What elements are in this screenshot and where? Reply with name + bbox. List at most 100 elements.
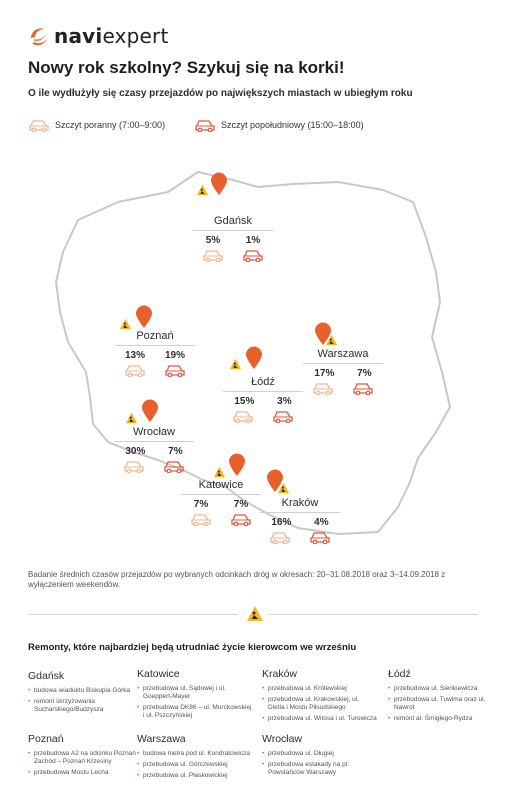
car-light-icon <box>203 250 223 262</box>
page-subtitle: O ile wydłużyły się czasy przejazdów po … <box>28 88 413 99</box>
roadworks-item: przebudowa ul. Płaskowickiej <box>137 772 252 780</box>
morning-value: 13% <box>124 350 145 361</box>
afternoon-value: 1% <box>245 235 261 246</box>
afternoon-value: 3% <box>277 396 292 407</box>
city-6: Kraków 16% 4% <box>260 497 340 544</box>
car-light-icon <box>270 532 290 544</box>
roadworks-city: Kraków <box>262 668 298 680</box>
legend-afternoon: Szczyt popołudniowy (15:00–18:00) <box>194 118 364 132</box>
legend-afternoon-label: Szczyt popołudniowy (15:00–18:00) <box>221 120 364 130</box>
roadworks-group: Katowice przebudowa ul. Sądowej i ul. Goe… <box>137 668 252 723</box>
afternoon-value: 7% <box>357 368 372 379</box>
roadworks-city: Łódź <box>388 668 411 680</box>
morning-value: 15% <box>234 396 255 407</box>
city-2: Warszawa 17% 7% <box>303 348 383 395</box>
city-divider <box>193 230 273 231</box>
warning-roadworks-icon <box>325 333 338 351</box>
city-0: Gdańsk 5% 1% <box>193 215 273 262</box>
roadworks-city: Warszawa <box>137 733 186 745</box>
city-3: Łódź 15% 3% <box>223 376 303 423</box>
city-divider <box>260 512 340 513</box>
car-light-icon <box>125 365 145 377</box>
warning-roadworks-icon <box>196 183 209 201</box>
city-5: Katowice 7% 7% <box>181 479 261 526</box>
roadworks-item: budowa metra pod ul. Kondratowicza <box>137 750 252 758</box>
location-pin-icon <box>210 172 228 201</box>
roadworks-group: Kraków przebudowa ul. Królewskiej przebudo… <box>262 668 377 726</box>
car-dark-icon <box>273 411 293 423</box>
roadworks-group: Poznań przebudowa A2 na odcinku Poznań Za… <box>28 733 143 780</box>
legend-morning-label: Szczyt poranny (7:00–9:00) <box>55 120 166 130</box>
city-name: Wrocław <box>133 426 175 438</box>
roadworks-item: budowa wiaduktu Biskupia Górka <box>28 687 143 695</box>
car-light-icon <box>233 411 253 423</box>
afternoon-value: 19% <box>164 350 185 361</box>
car-dark-icon <box>243 250 263 262</box>
afternoon-value: 7% <box>233 499 249 510</box>
roadworks-title: Remonty, które najbardziej będą utrudnia… <box>28 642 357 653</box>
roadworks-city: Katowice <box>137 668 180 680</box>
divider-left <box>28 614 238 615</box>
roadworks-group: Wrocław przebudowa ul. Długiej przebudowa … <box>262 733 377 780</box>
location-pin-icon <box>141 399 159 428</box>
afternoon-value: 7% <box>168 446 183 457</box>
city-name: Gdańsk <box>214 215 252 227</box>
brand-logo: naviexpert <box>28 24 169 48</box>
study-note: Badanie średnich czasów przejazdów po wy… <box>28 570 446 589</box>
city-name: Warszawa <box>317 348 369 360</box>
roadworks-item: przebudowa ul. Tuwima oraz ul. Nawrot <box>388 696 503 712</box>
warning-roadworks-icon <box>229 357 242 375</box>
roadworks-item: przebudowa ul. Krakowskiej, ul. Dietla i… <box>262 696 377 712</box>
city-4: Wrocław 30% 7% <box>114 426 194 473</box>
roadworks-city: Gdańsk <box>28 670 65 682</box>
city-1: Poznań 13% 19% <box>115 330 195 377</box>
roadworks-item: przebudowa ul. Witosa i ul. Turowicza <box>262 715 377 723</box>
roadworks-item: przebudowa Mostu Lecha <box>28 769 143 777</box>
morning-value: 16% <box>271 517 292 528</box>
afternoon-value: 4% <box>314 517 329 528</box>
roadworks-item: przebudowa ul. Sienkiewicza <box>388 685 503 693</box>
roadworks-item: przebudowa A2 na odcinku Poznań Zachód –… <box>28 750 143 766</box>
roadworks-item: remont skrzyżowania Sucharskiego/Budzysz… <box>28 698 143 714</box>
roadworks-item: przebudowa estakady na pl. Powstańców Wa… <box>262 761 377 777</box>
city-divider <box>114 441 194 442</box>
car-dark-icon <box>164 461 184 473</box>
city-name: Katowice <box>198 479 244 491</box>
divider-right <box>268 614 478 615</box>
car-dark-icon <box>353 383 373 395</box>
roadworks-item: przebudowa ul. Długiej <box>262 750 377 758</box>
location-pin-icon <box>266 469 284 498</box>
location-pin-icon <box>314 322 332 351</box>
morning-value: 7% <box>193 499 209 510</box>
roadworks-item: przebudowa DK86 – ul. Murckowskiej i ul.… <box>137 704 252 720</box>
city-name: Łódź <box>251 376 275 388</box>
location-pin-icon <box>228 453 246 482</box>
warning-roadworks-icon <box>277 481 290 499</box>
roadworks-group: Warszawa budowa metra pod ul. Kondratowic… <box>137 733 252 783</box>
morning-value: 17% <box>314 368 335 379</box>
location-pin-icon <box>135 305 153 334</box>
car-light-icon <box>191 514 211 526</box>
roadworks-warning-icon <box>242 605 268 627</box>
roadworks-item: remont al. Śmigłego-Rydza <box>388 715 503 723</box>
car-light-icon <box>124 461 144 473</box>
morning-value: 30% <box>125 446 146 457</box>
city-divider <box>181 494 261 495</box>
car-dark-icon <box>195 120 215 132</box>
warning-roadworks-icon <box>213 465 226 483</box>
roadworks-city: Wrocław <box>262 733 303 745</box>
city-divider <box>115 345 195 346</box>
roadworks-item: przebudowa ul. Królewskiej <box>262 685 377 693</box>
location-pin-icon <box>245 346 263 375</box>
city-divider <box>303 363 383 364</box>
warning-roadworks-icon <box>125 411 138 429</box>
roadworks-group: Łódź przebudowa ul. Sienkiewicza przebudow… <box>388 668 503 726</box>
roadworks-item: przebudowa ul. Sądowej i ul. Goeppert-Ma… <box>137 685 252 701</box>
city-name: Poznań <box>136 330 174 342</box>
poland-map-outline <box>55 171 451 535</box>
roadworks-city: Poznań <box>28 733 64 745</box>
legend-morning: Szczyt poranny (7:00–9:00) <box>28 118 165 132</box>
car-light-icon <box>29 120 49 132</box>
navi-swirl-icon <box>31 28 47 46</box>
car-dark-icon <box>231 514 251 526</box>
